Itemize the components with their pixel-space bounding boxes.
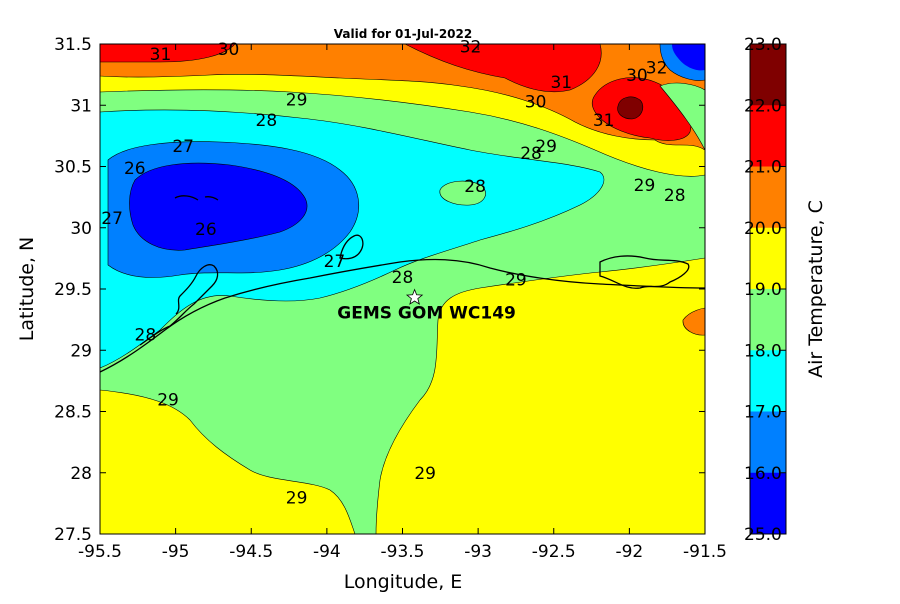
- colorbar-segment: [750, 289, 786, 351]
- colorbar-segment: [750, 166, 786, 229]
- x-tick-label: -95.5: [78, 542, 122, 562]
- contour-label: 30: [525, 93, 547, 113]
- temperature-field: [100, 44, 705, 534]
- x-tick-label: -94.5: [229, 542, 273, 562]
- colorbar-tick-label: 19.0: [744, 280, 782, 300]
- colorbar-tick-label: 23.0: [744, 35, 782, 55]
- colorbar-segment: [750, 472, 786, 535]
- x-axis-label: Longitude, E: [344, 571, 463, 593]
- y-tick-label: 29.5: [54, 280, 92, 300]
- contour-label: 29: [535, 137, 557, 157]
- y-tick-label: 27.5: [54, 525, 92, 545]
- coastline: [100, 195, 705, 373]
- colorbar-segment: [750, 350, 786, 412]
- coastline-sabine: [339, 234, 364, 260]
- contour-label: 27: [101, 209, 123, 229]
- contour-label: 28: [464, 177, 486, 197]
- coastline-lake: [174, 195, 219, 201]
- x-axis-ticks: -95.5 -95 -94.5 -94 -93.5 -93 -92.5 -92 -91.5: [78, 44, 727, 562]
- coastline-bay-tx: [139, 264, 219, 346]
- x-tick-label: -91.5: [683, 542, 727, 562]
- contour-label: 29: [414, 464, 436, 484]
- y-tick-label: 28.5: [54, 403, 92, 423]
- colorbar-tick-label: 16.0: [744, 464, 782, 484]
- contour-label: 29: [157, 390, 179, 410]
- contour-label: 31: [593, 111, 615, 131]
- y-axis-label: Latitude, N: [16, 237, 38, 342]
- contour-label: 27: [172, 137, 194, 157]
- y-tick-label: 30: [70, 219, 92, 239]
- contour-label: 29: [286, 488, 308, 508]
- coastline-la-marsh: [599, 255, 690, 289]
- x-tick-label: -93.5: [381, 542, 425, 562]
- y-tick-label: 30.5: [54, 158, 92, 178]
- y-tick-label: 31.5: [54, 35, 92, 55]
- contour-label: 28: [392, 268, 414, 288]
- contour-label: 26: [195, 220, 217, 240]
- contour-label: 32: [646, 58, 668, 78]
- contour-label: 30: [626, 66, 648, 86]
- colorbar-tick-label: 20.0: [744, 219, 782, 239]
- x-tick-label: -92: [615, 542, 643, 562]
- band-28-29-blob: [439, 180, 486, 206]
- band-32-33: [617, 96, 644, 120]
- x-tick-label: -95: [162, 542, 190, 562]
- y-axis-ticks: 31.5 31 30.5 30 29.5 29 28.5 28 27.5: [54, 35, 705, 545]
- station-label: GEMS GOM WC149: [337, 304, 516, 324]
- station-star-icon: [405, 288, 424, 305]
- contour-label: 28: [256, 111, 278, 131]
- colorbar-tick-label: 18.0: [744, 341, 782, 361]
- band-31-32-mid: [404, 44, 602, 93]
- contour-label: 31: [150, 45, 172, 65]
- contour-label: 31: [550, 73, 572, 93]
- colorbar: 23.0 22.0 21.0 20.0 19.0 18.0 17.0 16.0 25.0: [744, 35, 787, 545]
- contour-label: 26: [124, 159, 146, 179]
- contour-label: 30: [218, 40, 240, 60]
- coastline-main: [100, 258, 705, 373]
- map-title: Valid for 01-Jul-2022: [334, 27, 472, 41]
- band-cool-right: [659, 82, 705, 151]
- contour-label: 27: [324, 252, 346, 272]
- contour-label: 29: [505, 270, 527, 290]
- band-25-26: [129, 162, 308, 251]
- y-tick-label: 28: [70, 464, 92, 484]
- contour-label: 29: [286, 90, 308, 110]
- colorbar-tick-label: 22.0: [744, 96, 782, 116]
- x-tick-label: -94: [313, 542, 341, 562]
- y-tick-label: 31: [70, 96, 92, 116]
- colorbar-label: Air Temperature, C: [805, 200, 827, 378]
- colorbar-segment: [750, 227, 786, 290]
- y-tick-label: 29: [70, 341, 92, 361]
- colorbar-tick-label: 21.0: [744, 158, 782, 178]
- band-cool-topright-core: [672, 44, 705, 71]
- colorbar-tick-label: 25.0: [744, 525, 782, 545]
- colorbar-segment: [750, 105, 786, 167]
- contour-label: 28: [135, 325, 157, 345]
- x-tick-label: -92.5: [532, 542, 576, 562]
- contour-label: 28: [664, 186, 686, 206]
- colorbar-tick-label: 17.0: [744, 403, 782, 423]
- band-31-32-left: [100, 44, 236, 63]
- contour-label: 32: [460, 38, 482, 58]
- colorbar-segment: [750, 44, 786, 106]
- band-30-31-blob: [682, 307, 705, 336]
- colorbar-segment: [750, 411, 786, 474]
- station-marker: GEMS GOM WC149: [337, 288, 516, 324]
- contour-label: 29: [634, 176, 656, 196]
- x-tick-label: -93: [464, 542, 492, 562]
- contour-label: 28: [520, 144, 542, 164]
